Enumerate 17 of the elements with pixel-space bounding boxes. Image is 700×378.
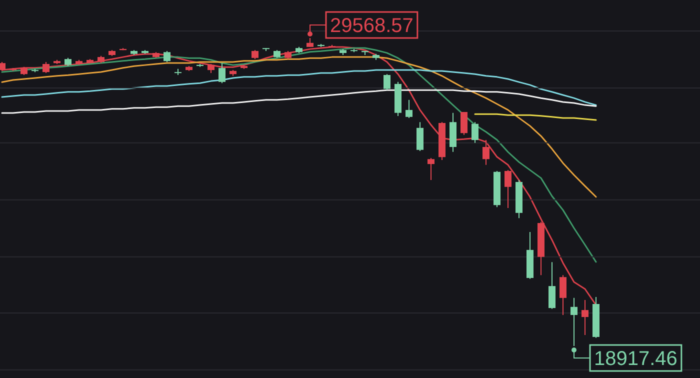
candlestick (164, 50, 170, 62)
candlestick (384, 74, 390, 91)
candlestick (482, 140, 490, 166)
candlestick (504, 170, 512, 208)
candlestick (42, 61, 50, 74)
candlestick (472, 122, 478, 144)
candlestick (416, 122, 424, 152)
candlestick (548, 262, 556, 310)
candlestick (218, 62, 226, 84)
text: 29568.57 (330, 15, 414, 38)
candlestick (406, 99, 412, 119)
candlestick (428, 157, 434, 180)
candlestick (560, 274, 566, 316)
candlestick (582, 299, 588, 336)
candlestick (460, 111, 468, 136)
text: 18917.46 (594, 348, 678, 370)
candlestick (570, 297, 578, 346)
